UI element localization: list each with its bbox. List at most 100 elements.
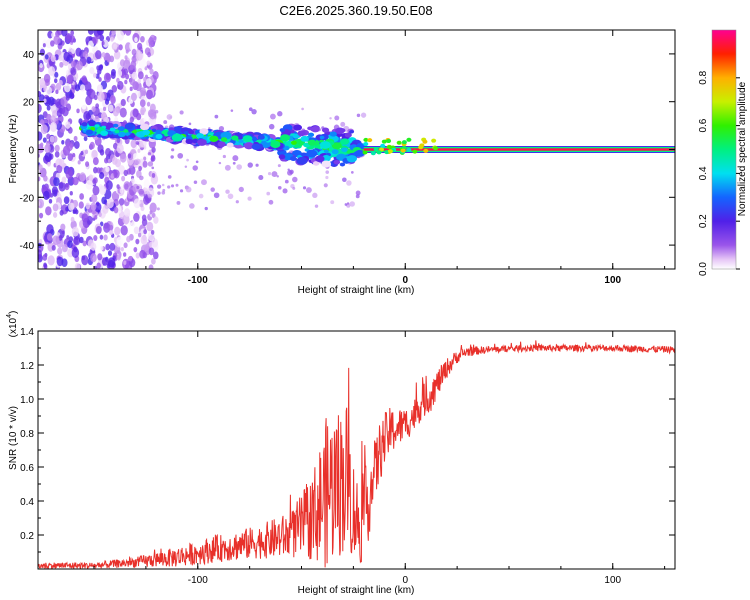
colorbar-gradient (712, 30, 736, 269)
noise-speck (140, 35, 145, 43)
noise-speck (92, 72, 97, 78)
faint-speck (360, 112, 367, 118)
trace-blob (349, 129, 355, 134)
noise-speck (52, 203, 59, 212)
trace-blob (118, 126, 125, 132)
trace-blob (125, 132, 130, 136)
faint-speck (238, 186, 244, 193)
noise-speck (104, 157, 109, 164)
faint-speck (346, 180, 352, 186)
faint-speck (334, 115, 340, 121)
noise-speck (44, 151, 52, 162)
noise-speck (130, 92, 137, 102)
faint-speck (136, 185, 140, 190)
noise-speck (144, 66, 148, 71)
trace-blob (183, 130, 189, 135)
noise-speck (145, 78, 152, 87)
faint-speck (314, 204, 319, 208)
noise-speck (74, 262, 81, 269)
faint-speck (325, 175, 329, 180)
trace-blob (90, 126, 96, 131)
faint-speck (189, 203, 195, 209)
faint-speck (267, 172, 272, 176)
y-tick-label: 0.2 (20, 531, 34, 542)
noise-speck (90, 253, 97, 263)
noise-speck (88, 40, 94, 49)
noise-speck (151, 238, 159, 248)
noise-speck (72, 152, 76, 158)
noise-speck (42, 254, 48, 261)
faint-speck (210, 187, 215, 192)
noise-speck (51, 32, 55, 38)
trace-blob (367, 138, 373, 143)
noise-speck (80, 150, 84, 156)
colorbar-label: Normalized spectral amplitude (737, 81, 748, 216)
trace-blob (433, 146, 439, 151)
noise-speck (96, 167, 101, 174)
trace-blob (380, 143, 386, 148)
noise-speck (70, 60, 76, 68)
faint-speck (163, 120, 168, 125)
trace-blob (412, 149, 418, 154)
noise-speck (73, 135, 78, 142)
noise-speck (42, 43, 46, 48)
trace-blob (319, 141, 331, 149)
noise-speck (102, 106, 107, 112)
faint-speck (236, 164, 242, 170)
noise-speck (150, 155, 156, 162)
y-tick-label: 1.0 (20, 395, 34, 406)
trace-blob (185, 138, 193, 145)
noise-speck (116, 143, 124, 154)
noise-speck (79, 79, 83, 84)
noise-speck (92, 156, 99, 166)
trace-blob (139, 123, 150, 131)
noise-speck (118, 165, 126, 175)
faint-speck (232, 161, 236, 165)
noise-speck (117, 80, 124, 90)
faint-speck (201, 179, 207, 186)
noise-speck (101, 52, 106, 58)
noise-speck (120, 246, 124, 252)
trace-blob (422, 139, 428, 144)
faint-speck (329, 117, 332, 120)
noise-speck (143, 179, 150, 189)
faint-speck (186, 158, 189, 162)
noise-speck (99, 171, 105, 180)
trace-blob (243, 142, 254, 150)
trace-blob (293, 124, 302, 131)
noise-speck (38, 131, 43, 141)
noise-speck (88, 174, 94, 181)
faint-speck (269, 113, 276, 120)
faint-speck (170, 155, 174, 159)
noise-speck (39, 142, 44, 148)
noise-speck (71, 226, 79, 237)
snr-multiplier-base: (x10 (8, 317, 19, 337)
trace-blob (109, 127, 116, 132)
noise-speck (43, 175, 48, 182)
noise-speck (54, 144, 60, 152)
faint-speck (346, 202, 350, 205)
noise-speck (153, 251, 159, 260)
noise-speck (111, 30, 117, 36)
noise-speck (149, 109, 157, 120)
noise-speck (107, 257, 116, 268)
faint-speck (287, 170, 293, 176)
noise-speck (61, 106, 69, 117)
noise-speck (129, 116, 135, 123)
noise-speck (84, 149, 89, 155)
faint-speck (277, 185, 282, 190)
noise-speck (39, 63, 43, 68)
snr-line (38, 340, 675, 569)
trace-blob (155, 129, 162, 135)
noise-speck (89, 141, 95, 150)
noise-speck (92, 178, 97, 184)
trace-blob (278, 154, 286, 160)
noise-speck (98, 77, 102, 82)
faint-speck (147, 193, 153, 199)
trace-blob (173, 126, 183, 133)
noise-speck (65, 95, 70, 101)
noise-speck (96, 30, 104, 36)
noise-speck (87, 239, 94, 249)
noise-speck (152, 71, 159, 80)
noise-speck (38, 249, 43, 260)
